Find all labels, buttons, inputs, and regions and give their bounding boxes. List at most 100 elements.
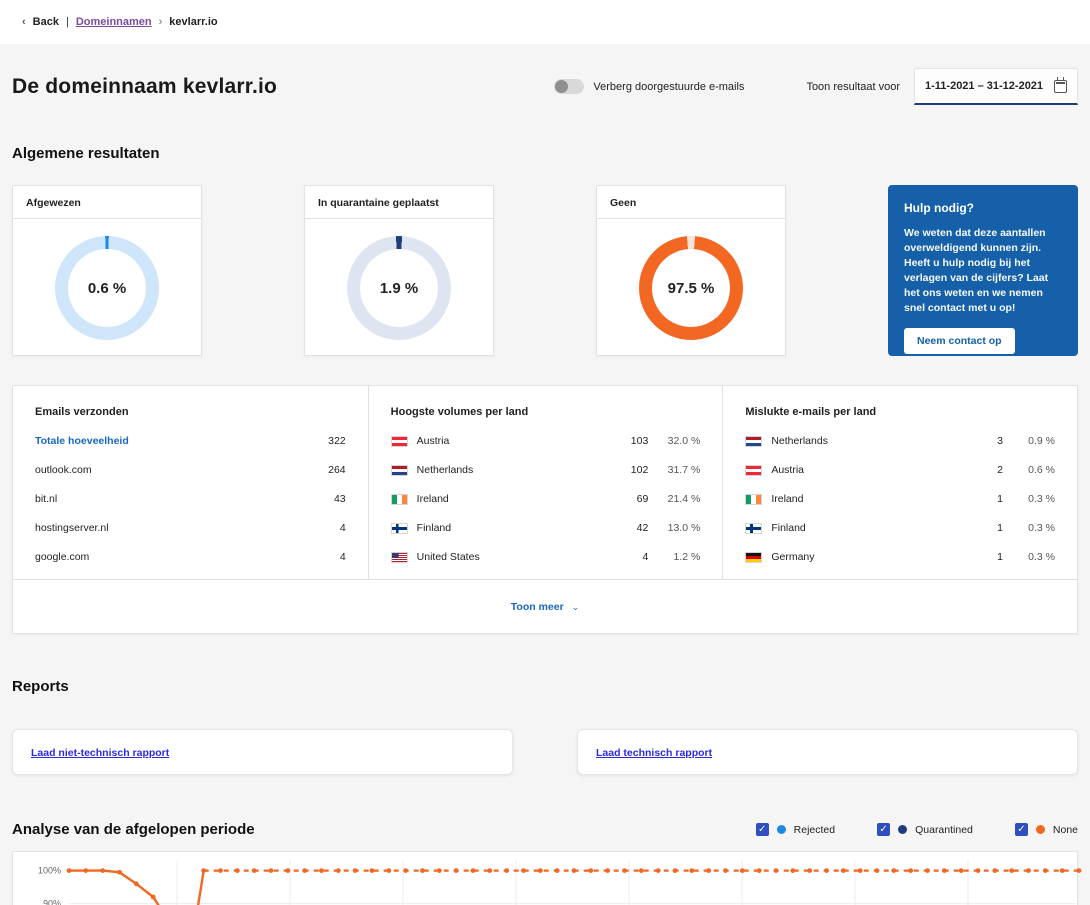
data-point-marker: [285, 868, 291, 873]
data-point-marker: [386, 868, 392, 873]
country-name: Netherlands: [771, 435, 828, 447]
country-count: 1: [997, 493, 1003, 505]
legend-item-none: ✓ None: [1014, 823, 1078, 836]
donut-chart: 0.6 %: [55, 236, 159, 340]
data-point-marker: [436, 868, 442, 873]
show-more-button[interactable]: Toon meer ⌄: [511, 601, 579, 613]
country-percent: 1.2 %: [673, 551, 701, 563]
legend-dot: [1035, 825, 1045, 834]
at-flag-icon: [745, 464, 763, 476]
section-title-analysis: Analyse van de afgelopen periode: [12, 821, 255, 838]
data-point-marker: [840, 868, 846, 873]
table-row: Totale hoeveelheid 322: [35, 435, 346, 447]
donut-value: 97.5 %: [652, 249, 730, 327]
country-count: 3: [997, 435, 1003, 447]
total-amount-link[interactable]: Totale hoeveelheid: [35, 435, 129, 447]
data-point-marker: [487, 868, 493, 873]
data-point-marker: [369, 868, 375, 873]
page-header: De domeinnaam kevlarr.io Verberg doorges…: [12, 68, 1078, 105]
y-axis-tick: 100%: [38, 866, 61, 876]
emails-sent-column: Emails verzonden Totale hoeveelheid 322 ou…: [13, 386, 368, 579]
table-row: Finland 42 13.0 %: [390, 522, 700, 534]
load-nontechnical-report-link[interactable]: Laad niet-technisch rapport: [31, 747, 170, 759]
country-name: Finland: [416, 522, 452, 534]
help-card-body: We weten dat deze aantallen overweldigen…: [904, 227, 1049, 314]
country-count: 42: [636, 522, 649, 534]
data-point-marker: [857, 868, 863, 873]
legend-dot: [776, 825, 786, 834]
data-point-marker: [251, 868, 257, 873]
fi-flag-icon: [745, 522, 763, 534]
date-range-picker[interactable]: 1-11-2021 – 31-12-2021: [914, 68, 1078, 105]
country-percent: 32.0 %: [667, 435, 701, 447]
table-row: Ireland 1 0.3 %: [745, 493, 1055, 505]
data-point-marker: [1076, 868, 1082, 873]
table-row: Austria 103 32.0 %: [390, 435, 701, 447]
data-point-marker: [638, 868, 644, 873]
help-card-title: Hulp nodig?: [904, 201, 974, 215]
date-range-value: 1-11-2021 – 31-12-2021: [925, 80, 1044, 92]
hide-forwarded-toggle[interactable]: [554, 79, 585, 94]
stat-card-title: Afgewezen: [13, 186, 201, 219]
show-more-label: Toon meer: [510, 601, 564, 613]
legend-label: Quarantined: [915, 823, 973, 836]
de-flag-icon: [745, 551, 763, 563]
nl-flag-icon: [745, 435, 763, 447]
none-series-line: [69, 869, 205, 905]
calendar-icon[interactable]: [1054, 77, 1067, 93]
country-percent: 0.3 %: [1028, 493, 1055, 505]
country-name: Ireland: [771, 493, 804, 505]
back-chevron-icon: ‹: [22, 16, 26, 28]
country-label: Ireland: [390, 493, 605, 505]
sender-label: bit.nl: [35, 493, 58, 505]
at-flag-icon: [390, 435, 408, 447]
sender-count: 4: [339, 522, 346, 534]
stat-card-title: In quarantaine geplaatst: [305, 186, 493, 219]
nl-flag-icon: [390, 464, 408, 476]
country-label: Finland: [390, 522, 605, 534]
legend-checkbox[interactable]: ✓: [1014, 823, 1028, 836]
data-point-marker: [453, 868, 459, 873]
data-point-marker: [319, 868, 324, 873]
data-point-marker: [100, 868, 106, 873]
country-label: Germany: [745, 551, 959, 563]
stat-card-0: Afgewezen 0.6 %: [12, 185, 202, 356]
stat-card-2: Geen 97.5 %: [596, 185, 786, 356]
data-point-marker: [588, 868, 594, 873]
volumes-rows: Austria 103 32.0 % Netherlands 102 31.7 % Irel…: [390, 435, 701, 563]
back-link[interactable]: Back: [32, 16, 59, 28]
country-percent: 0.3 %: [1028, 551, 1055, 563]
country-name: Finland: [771, 522, 806, 534]
data-point-marker: [941, 868, 947, 873]
legend-checkbox[interactable]: ✓: [877, 823, 891, 836]
breadcrumb-link-domeinnamen[interactable]: Domeinnamen: [75, 16, 152, 28]
data-point-marker: [622, 868, 627, 873]
report-row: Laad niet-technisch rapport Laad technis…: [12, 729, 1078, 775]
contact-button[interactable]: Neem contact op: [904, 328, 1015, 355]
table-row: bit.nl 43: [35, 493, 346, 505]
country-percent: 0.9 %: [1028, 435, 1055, 447]
data-point-marker: [83, 868, 89, 873]
country-count: 4: [642, 551, 649, 563]
stats-grid: Afgewezen 0.6 % In quarantaine geplaatst 1.…: [12, 185, 1078, 356]
data-point-marker: [234, 868, 240, 873]
volumes-column: Hoogste volumes per land Austria 103 32.0 …: [367, 386, 723, 579]
chart-legend: ✓ Rejected ✓ Quarantined ✓ None: [755, 823, 1078, 836]
data-point-marker: [824, 868, 829, 873]
legend-checkbox[interactable]: ✓: [755, 823, 769, 836]
country-percent: 0.3 %: [1028, 522, 1055, 534]
data-point-marker: [958, 868, 964, 873]
date-range-label: Toon resultaat voor: [806, 80, 900, 93]
stat-card-title: Geen: [597, 186, 785, 219]
data-point-marker: [689, 868, 695, 873]
data-point-marker: [470, 868, 476, 873]
data-point-marker: [1042, 868, 1048, 873]
data-point-marker: [925, 868, 930, 873]
ie-flag-icon: [390, 493, 408, 505]
stat-card-body: 0.6 %: [13, 219, 201, 357]
ie-flag-icon: [745, 493, 763, 505]
table-row: Netherlands 102 31.7 %: [390, 464, 700, 476]
country-count: 1: [997, 522, 1003, 534]
load-technical-report-link[interactable]: Laad technisch rapport: [596, 747, 713, 759]
breadcrumb: ‹ Back | Domeinnamen › kevlarr.io: [22, 16, 218, 28]
